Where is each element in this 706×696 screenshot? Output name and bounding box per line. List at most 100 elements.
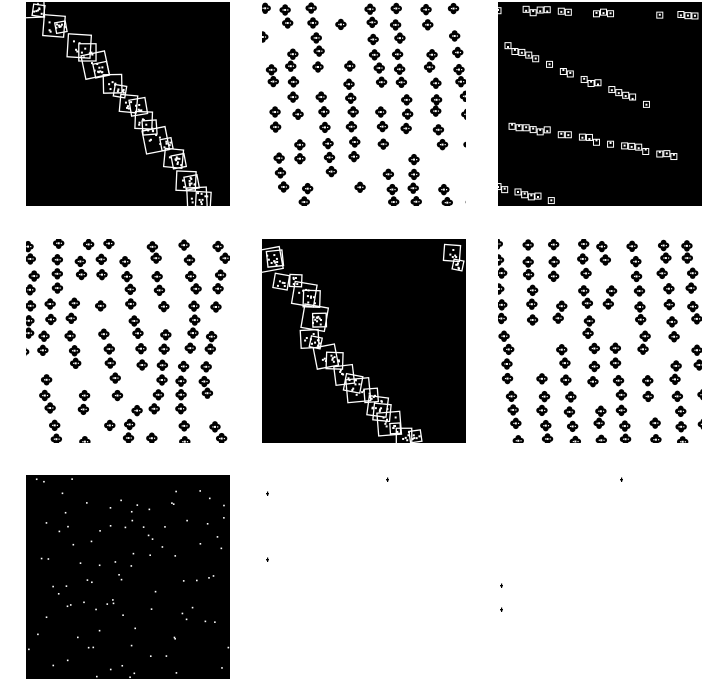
flower-cluster bbox=[612, 374, 625, 387]
dot bbox=[45, 616, 48, 619]
speck bbox=[386, 477, 389, 482]
flower-cluster bbox=[548, 256, 560, 268]
flower-cluster bbox=[277, 181, 290, 193]
flower-cluster bbox=[267, 75, 280, 88]
flower-cluster bbox=[96, 268, 108, 281]
flower-cluster bbox=[77, 403, 90, 416]
flower-cluster bbox=[315, 91, 327, 103]
flower-cluster bbox=[156, 359, 169, 371]
dot bbox=[132, 552, 135, 555]
flower-cluster bbox=[158, 343, 170, 355]
dot bbox=[66, 659, 69, 662]
flower-cluster bbox=[51, 282, 64, 294]
flower-cluster bbox=[26, 284, 36, 296]
dot bbox=[121, 664, 124, 667]
flower-cluster bbox=[348, 150, 360, 163]
dot bbox=[98, 564, 101, 567]
flower-cluster bbox=[663, 298, 676, 311]
flower-cluster bbox=[565, 391, 577, 403]
outlined-box bbox=[408, 429, 423, 443]
dot-cluster bbox=[594, 79, 602, 87]
flower-cluster bbox=[400, 122, 412, 135]
flower-cluster bbox=[52, 239, 65, 249]
flower-cluster bbox=[691, 313, 702, 325]
dot-cluster bbox=[656, 11, 664, 19]
flower-cluster bbox=[668, 331, 680, 343]
dot bbox=[61, 492, 64, 495]
flower-cluster bbox=[420, 3, 432, 16]
dot bbox=[142, 526, 145, 528]
panel-sparse-dots-bottom-left bbox=[26, 475, 230, 679]
flower-cluster bbox=[498, 330, 510, 342]
dot bbox=[69, 604, 72, 606]
dot bbox=[173, 636, 176, 639]
panel-flower-stripes-top-center bbox=[262, 2, 466, 206]
dot-cluster bbox=[587, 80, 595, 88]
flower-cluster bbox=[373, 62, 385, 74]
dot bbox=[130, 565, 133, 567]
flower-cluster bbox=[599, 254, 612, 266]
flower-cluster bbox=[121, 270, 133, 283]
flower-cluster bbox=[366, 16, 378, 29]
flower-cluster bbox=[298, 196, 310, 206]
flower-cluster bbox=[578, 239, 590, 250]
flower-cluster bbox=[526, 314, 539, 326]
dot-cluster bbox=[566, 70, 574, 78]
dot-cluster bbox=[529, 9, 537, 17]
flower-cluster bbox=[407, 182, 419, 194]
outlined-box bbox=[311, 312, 328, 328]
flower-cluster bbox=[68, 297, 81, 309]
flower-cluster bbox=[375, 76, 388, 88]
flower-cluster bbox=[498, 254, 505, 266]
flower-cluster bbox=[697, 418, 702, 430]
flower-cluster bbox=[214, 269, 227, 281]
dot-cluster bbox=[677, 11, 685, 19]
dot-cluster bbox=[691, 12, 699, 20]
flower-cluster bbox=[512, 435, 525, 443]
flower-cluster bbox=[498, 239, 504, 250]
flower-cluster bbox=[178, 239, 190, 251]
dot-cluster bbox=[607, 10, 615, 18]
dot bbox=[28, 648, 30, 651]
flower-cluster bbox=[375, 106, 387, 118]
panel-background bbox=[498, 475, 702, 679]
dot-cluster bbox=[663, 150, 671, 158]
outlined-box bbox=[159, 136, 174, 152]
flower-cluster bbox=[44, 298, 56, 310]
flower-cluster bbox=[686, 267, 699, 279]
flower-cluster bbox=[642, 390, 654, 403]
panel-background bbox=[262, 2, 466, 206]
flower-cluster bbox=[560, 374, 572, 386]
dot-cluster bbox=[521, 191, 529, 199]
outlined-box bbox=[366, 394, 390, 418]
dot bbox=[120, 578, 123, 581]
flower-cluster bbox=[540, 419, 552, 432]
flower-cluster bbox=[103, 343, 116, 355]
outlined-box bbox=[442, 243, 462, 263]
flower-cluster bbox=[626, 240, 638, 253]
flower-cluster bbox=[367, 33, 379, 46]
dot-cluster bbox=[642, 100, 650, 108]
flower-cluster bbox=[634, 313, 647, 326]
dot bbox=[181, 612, 184, 615]
flower-cluster bbox=[687, 300, 699, 313]
flower-cluster bbox=[294, 152, 306, 165]
flower-cluster bbox=[184, 342, 197, 354]
flower-cluster bbox=[578, 285, 590, 297]
dot-cluster bbox=[621, 142, 629, 150]
flower-cluster bbox=[566, 420, 579, 433]
dot bbox=[109, 507, 112, 509]
flower-cluster bbox=[395, 76, 408, 89]
dot-cluster bbox=[635, 143, 643, 151]
flower-cluster bbox=[26, 240, 34, 253]
flower-cluster bbox=[376, 120, 389, 133]
outlined-box bbox=[272, 272, 291, 291]
flower-cluster bbox=[426, 49, 438, 61]
flower-cluster bbox=[448, 30, 461, 42]
flower-cluster bbox=[552, 312, 564, 324]
flower-cluster bbox=[634, 301, 646, 313]
flower-cluster bbox=[319, 121, 331, 134]
flower-cluster bbox=[436, 138, 449, 151]
flower-cluster bbox=[650, 433, 662, 443]
flower-cluster bbox=[343, 78, 355, 90]
